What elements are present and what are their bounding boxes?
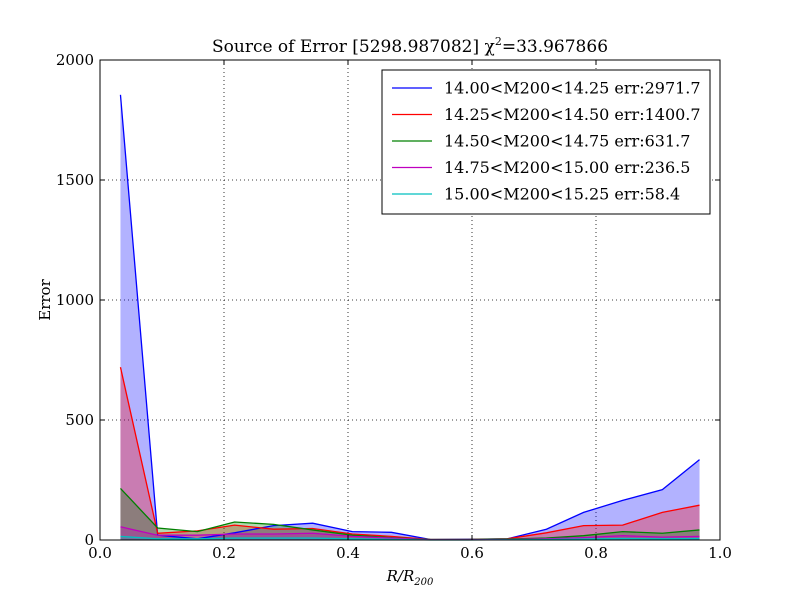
series-lines (119, 94, 700, 541)
x-axis-label: R/R200 (386, 567, 434, 588)
y-tick-label: 500 (65, 411, 94, 429)
y-axis-label: Error (36, 278, 54, 320)
series-4-fill (120, 526, 700, 540)
legend-label: 14.75<M200<15.00 err:236.5 (444, 158, 690, 177)
series-5-fill (120, 536, 700, 540)
y-tick-label: 1500 (56, 171, 94, 189)
y-tick-label: 1000 (56, 291, 94, 309)
x-tick-label: 0.6 (460, 544, 484, 562)
chart-title: Source of Error [5298.987082] χ2=33.9678… (212, 35, 608, 57)
y-tick-label: 0 (84, 531, 94, 549)
legend-label: 14.50<M200<14.75 err:631.7 (444, 132, 690, 151)
x-tick-label: 0.2 (212, 544, 236, 562)
y-tick-label: 2000 (56, 51, 94, 69)
x-tick-label: 0.8 (584, 544, 608, 562)
legend-label: 14.00<M200<14.25 err:2971.7 (444, 79, 701, 98)
legend-label: 15.00<M200<15.25 err:58.4 (444, 185, 680, 204)
series-1-line (119, 94, 700, 541)
x-tick-label: 0.4 (336, 544, 360, 562)
ticks: 0.0 0.2 0.4 0.6 0.8 1.0 0 500 1000 1500 2000 (56, 51, 732, 562)
x-tick-label: 0.0 (88, 544, 112, 562)
series-4-line (120, 526, 700, 541)
x-tick-label: 1.0 (708, 544, 732, 562)
legend-box (381, 69, 711, 215)
legend-items: 14.00<M200<14.25 err:2971.7 14.25<M200<14… (392, 79, 701, 204)
legend-label: 14.25<M200<14.50 err:1400.7 (444, 105, 701, 124)
series-2-fill (120, 367, 700, 540)
legend: 14.00<M200<14.25 err:2971.7 14.25<M200<14… (381, 69, 711, 215)
